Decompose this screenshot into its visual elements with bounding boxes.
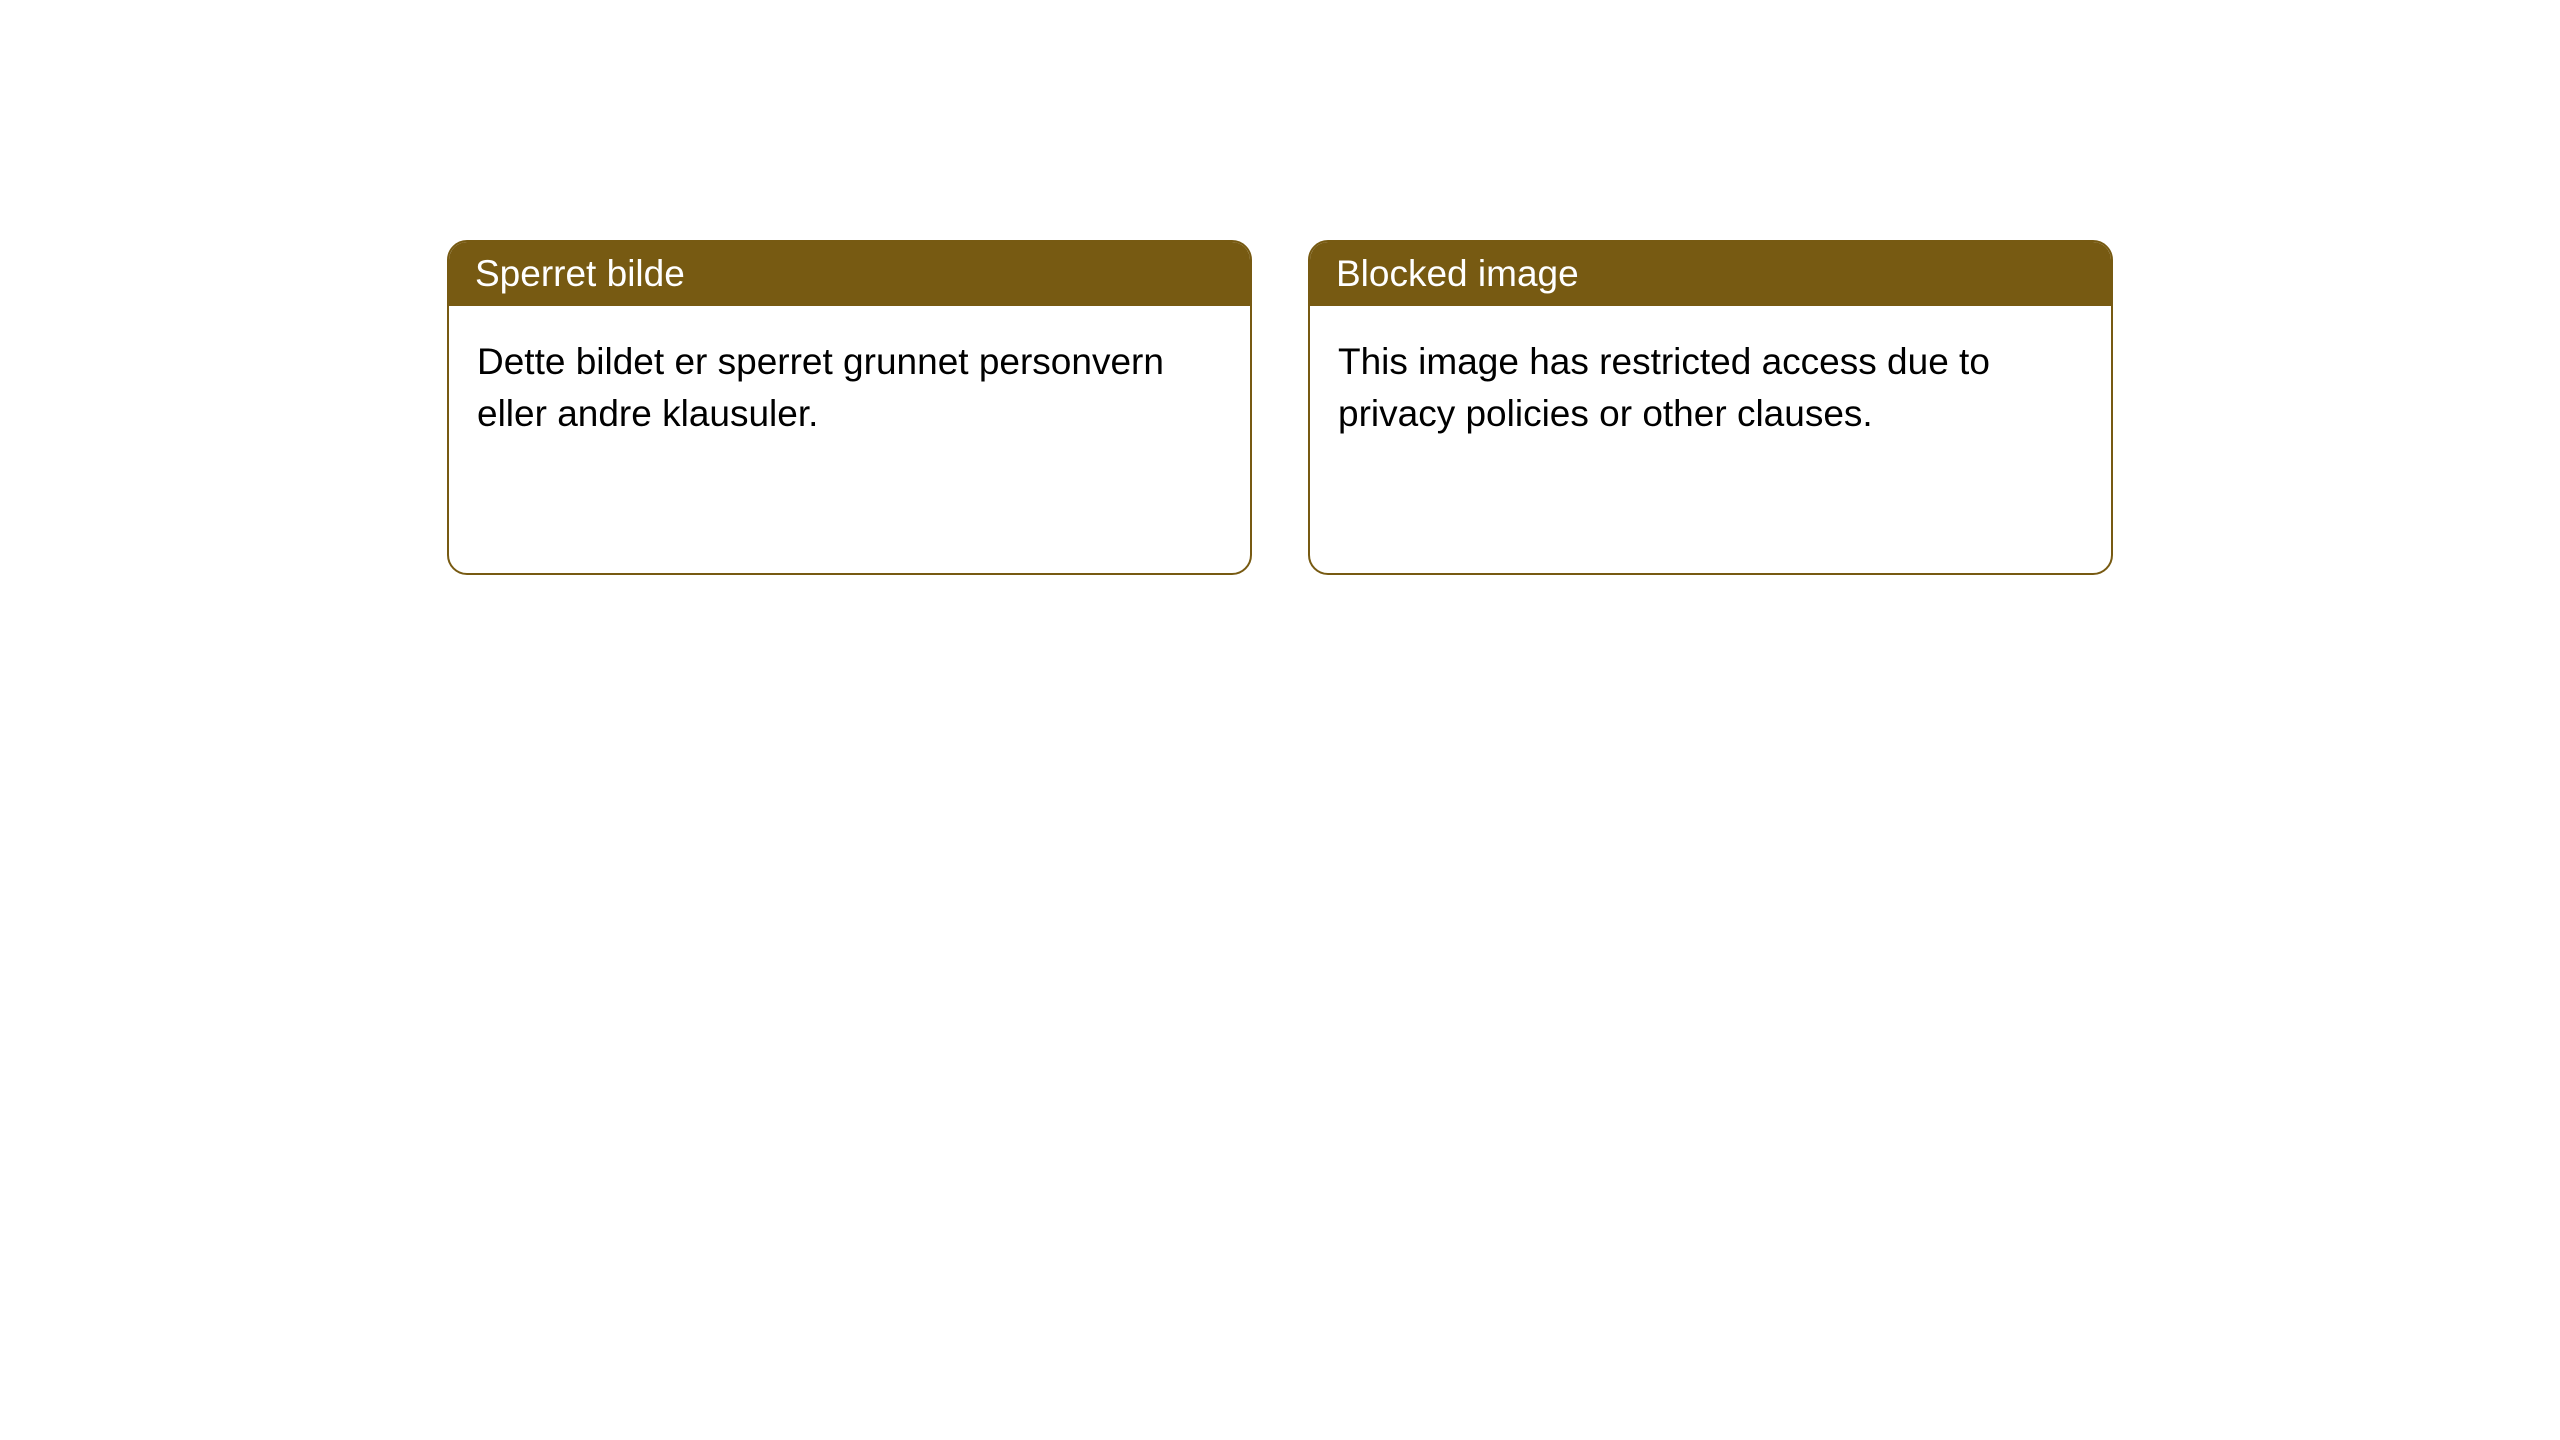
panel-english: Blocked image This image has restricted … xyxy=(1308,240,2113,575)
panel-body-english: This image has restricted access due to … xyxy=(1310,306,2111,470)
panel-title-english: Blocked image xyxy=(1310,242,2111,306)
panel-body-norwegian: Dette bildet er sperret grunnet personve… xyxy=(449,306,1250,470)
panel-norwegian: Sperret bilde Dette bildet er sperret gr… xyxy=(447,240,1252,575)
panel-title-norwegian: Sperret bilde xyxy=(449,242,1250,306)
panels-container: Sperret bilde Dette bildet er sperret gr… xyxy=(0,0,2560,575)
